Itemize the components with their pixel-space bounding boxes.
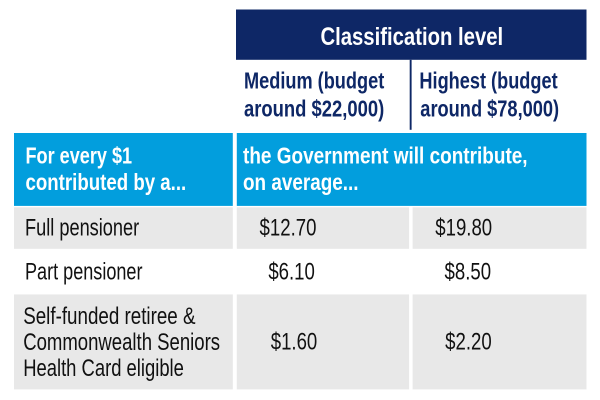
svg-text:Part pensioner: Part pensioner [25, 258, 142, 285]
svg-text:$1.60: $1.60 [271, 328, 318, 355]
svg-text:Full pensioner: Full pensioner [25, 214, 139, 241]
svg-text:Health Card eligible: Health Card eligible [23, 355, 184, 382]
svg-text:on average...: on average... [243, 170, 359, 195]
svg-text:For every $1: For every $1 [26, 144, 133, 170]
svg-text:$12.70: $12.70 [260, 214, 317, 241]
svg-text:Medium (budget: Medium (budget [244, 69, 384, 95]
svg-text:contributed by a...: contributed by a... [26, 170, 187, 195]
svg-text:$19.80: $19.80 [435, 214, 492, 241]
svg-text:Self-funded retiree &: Self-funded retiree & [23, 302, 196, 330]
svg-text:around $22,000): around $22,000) [244, 96, 384, 121]
svg-text:Commonwealth Seniors: Commonwealth Seniors [23, 329, 220, 356]
svg-text:$8.50: $8.50 [445, 258, 492, 285]
svg-text:$6.10: $6.10 [268, 258, 315, 285]
svg-text:Classification level: Classification level [320, 22, 503, 51]
svg-text:$2.20: $2.20 [445, 328, 492, 355]
svg-text:Highest (budget: Highest (budget [419, 69, 557, 95]
svg-text:the Government will contribute: the Government will contribute, [243, 144, 528, 169]
svg-text:around $78,000): around $78,000) [420, 96, 559, 121]
